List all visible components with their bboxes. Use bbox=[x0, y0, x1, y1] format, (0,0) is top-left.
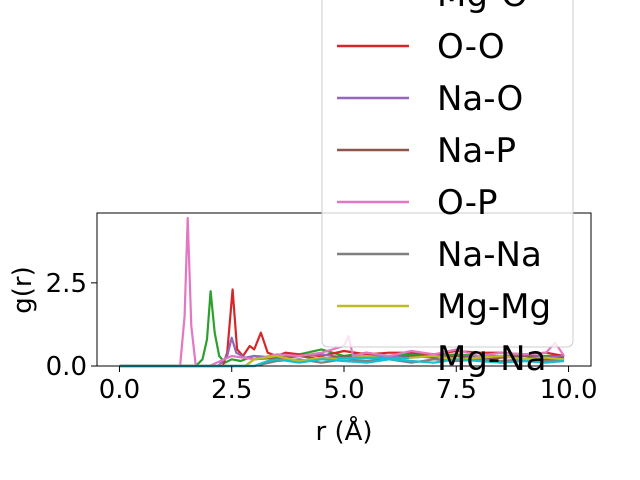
y-tick-label: 2.5 bbox=[46, 269, 87, 299]
x-axis: 0.0 2.5 5.0 7.5 10.0 bbox=[99, 366, 598, 405]
legend: Mg-O O-O Na-O Na-P O-P Na-Na Mg-Mg Mg-Na bbox=[321, 0, 574, 379]
y-tick-label: 0.0 bbox=[46, 352, 87, 382]
y-axis-label: g(r) bbox=[8, 266, 38, 313]
legend-items: Mg-O O-O Na-O Na-P O-P Na-Na Mg-Mg Mg-Na bbox=[337, 0, 551, 379]
legend-frame bbox=[321, 0, 574, 348]
legend-label-o-p: O-P bbox=[437, 183, 497, 223]
legend-label-mg-mg: Mg-Mg bbox=[437, 287, 551, 327]
x-tick-label: 0.0 bbox=[99, 375, 140, 405]
x-tick-label: 5.0 bbox=[323, 375, 364, 405]
x-tick-label: 10.0 bbox=[540, 375, 598, 405]
series-line-o-o bbox=[119, 288, 565, 368]
legend-label-o-o: O-O bbox=[437, 27, 505, 67]
legend-label-na-p: Na-P bbox=[437, 131, 516, 171]
legend-label-na-na: Na-Na bbox=[437, 235, 542, 275]
legend-label-mg-na: Mg-Na bbox=[437, 339, 546, 379]
legend-label-mg-o: Mg-O bbox=[437, 0, 528, 15]
x-tick-label: 7.5 bbox=[436, 375, 477, 405]
legend-label-na-o: Na-O bbox=[437, 79, 523, 119]
series-line-mg-na bbox=[119, 358, 565, 368]
y-axis: 0.0 2.5 bbox=[46, 269, 97, 382]
x-axis-label: r (Å) bbox=[315, 415, 372, 447]
x-tick-label: 2.5 bbox=[211, 375, 252, 405]
